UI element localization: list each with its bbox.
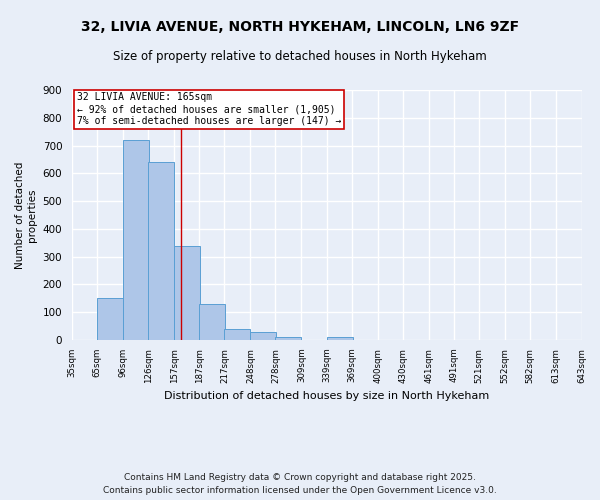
Bar	[250, 332, 277, 340]
Bar	[275, 337, 301, 340]
Bar	[148, 162, 174, 340]
Bar	[326, 337, 353, 340]
Bar	[174, 246, 200, 340]
Bar	[123, 140, 149, 340]
Text: 32, LIVIA AVENUE, NORTH HYKEHAM, LINCOLN, LN6 9ZF: 32, LIVIA AVENUE, NORTH HYKEHAM, LINCOLN…	[81, 20, 519, 34]
Text: Contains public sector information licensed under the Open Government Licence v3: Contains public sector information licen…	[103, 486, 497, 495]
Bar	[224, 329, 250, 340]
Text: 32 LIVIA AVENUE: 165sqm
← 92% of detached houses are smaller (1,905)
7% of semi-: 32 LIVIA AVENUE: 165sqm ← 92% of detache…	[77, 92, 341, 126]
X-axis label: Distribution of detached houses by size in North Hykeham: Distribution of detached houses by size …	[164, 391, 490, 401]
Bar	[199, 304, 225, 340]
Text: Size of property relative to detached houses in North Hykeham: Size of property relative to detached ho…	[113, 50, 487, 63]
Text: Contains HM Land Registry data © Crown copyright and database right 2025.: Contains HM Land Registry data © Crown c…	[124, 474, 476, 482]
Y-axis label: Number of detached
properties: Number of detached properties	[16, 162, 37, 268]
Bar	[97, 298, 123, 340]
